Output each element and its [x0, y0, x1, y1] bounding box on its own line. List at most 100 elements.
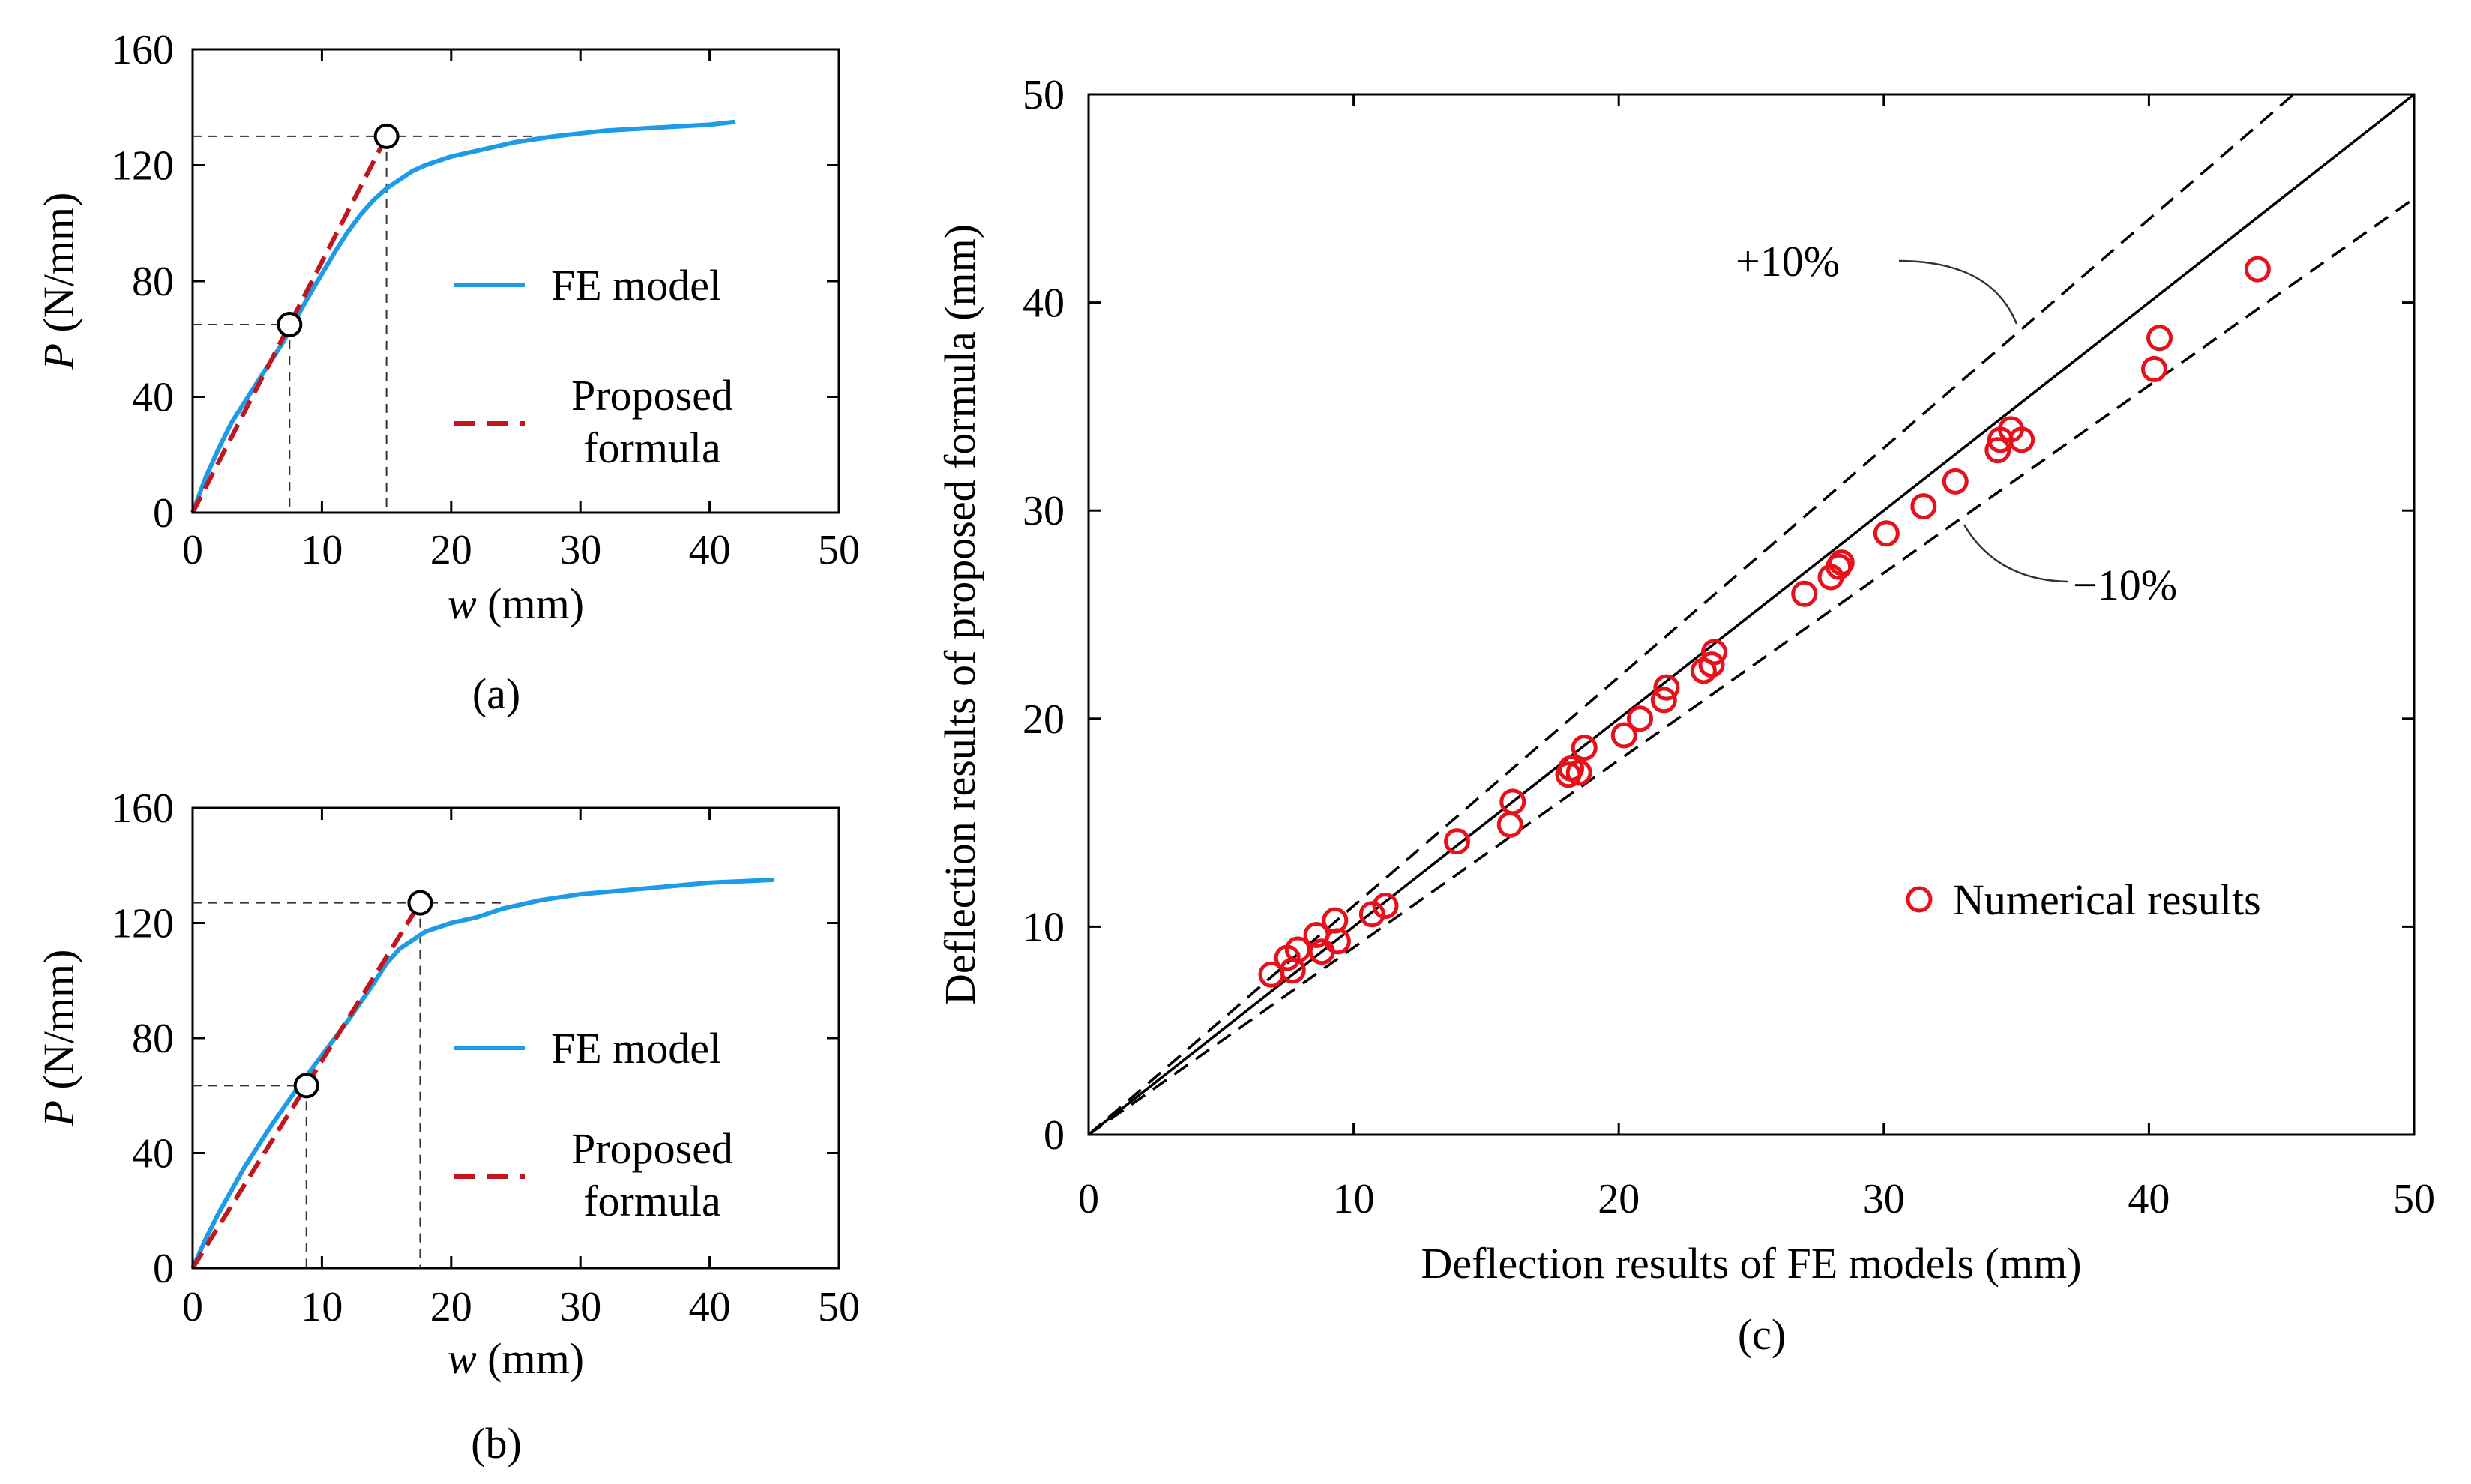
- data-point: [1358, 901, 1385, 928]
- panel-c-chart: 0 10 20 30 40 50 0 10 20 30 40 50 Deflection resul…: [936, 72, 2435, 1359]
- data-point: [1828, 549, 1855, 576]
- x-axis-label: w (mm): [448, 1334, 584, 1383]
- data-point: [1873, 520, 1900, 547]
- data-point: [1324, 928, 1351, 955]
- y-axis-label: P (N/mm): [34, 193, 83, 371]
- y-tick-label: 120: [111, 901, 174, 947]
- x-tick-label: 50: [2393, 1176, 2435, 1222]
- data-point: [1626, 705, 1653, 732]
- reference-line-minus-10: [1087, 197, 2416, 1136]
- legend-label-line: Proposed: [571, 371, 733, 420]
- y-tick-label: 160: [111, 785, 174, 832]
- data-point: [1942, 468, 1969, 495]
- y-tick-label: 80: [132, 1016, 174, 1062]
- data-point: [1499, 788, 1526, 815]
- data-point: [1444, 828, 1471, 855]
- x-tick-label: 30: [559, 527, 601, 573]
- x-tick-label: 10: [301, 1284, 343, 1330]
- x-axis-variable: w: [448, 579, 477, 628]
- legend-marker-numerical-results: [1906, 886, 1933, 913]
- series-line-proposed-formula: [190, 135, 389, 514]
- legend: FE model Proposed formula: [454, 1024, 733, 1225]
- legend: Numerical results: [1906, 875, 2261, 924]
- y-tick-label: 30: [1023, 488, 1065, 534]
- marker-point: [407, 890, 433, 916]
- legend-label-line: Proposed: [571, 1124, 733, 1173]
- y-axis-unit: (N/mm): [34, 193, 83, 343]
- y-tick-label: 160: [111, 27, 174, 73]
- y-tick-label: 40: [132, 375, 174, 421]
- x-axis-unit: (mm): [477, 1334, 584, 1383]
- marker-point: [277, 311, 303, 337]
- data-point: [1700, 639, 1727, 666]
- data-point: [1791, 580, 1818, 607]
- y-tick-label: 20: [1023, 696, 1065, 743]
- legend: FE model Proposed formula: [454, 261, 733, 472]
- data-point: [2146, 325, 2173, 352]
- y-axis-variable: P: [34, 1100, 83, 1127]
- x-tick-label: 0: [1078, 1176, 1099, 1222]
- legend-label-line: formula: [583, 423, 721, 472]
- x-tick-label: 0: [182, 1284, 203, 1330]
- y-tick-label: 0: [153, 490, 174, 537]
- reference-line-equal: [1087, 93, 2416, 1136]
- legend-label-fe-model: FE model: [551, 261, 721, 310]
- y-axis-variable: P: [34, 343, 83, 370]
- marker-point: [373, 123, 400, 149]
- annotation-plus-10-percent: +10%: [1736, 237, 1840, 286]
- legend-label-numerical-results: Numerical results: [1953, 875, 2261, 924]
- data-point: [1653, 674, 1680, 701]
- y-tick-label: 40: [1023, 280, 1065, 327]
- series-line-fe-model: [190, 119, 736, 514]
- legend-label-proposed-formula: Proposed formula: [571, 371, 733, 472]
- x-axis-unit: (mm): [477, 579, 584, 628]
- annotation-minus-10-percent: −10%: [2073, 561, 2177, 609]
- x-tick-label: 0: [182, 527, 203, 573]
- y-tick-label: 40: [132, 1131, 174, 1177]
- data-point: [1565, 759, 1592, 786]
- y-tick-label: 120: [111, 143, 174, 190]
- data-point: [2244, 256, 2271, 283]
- plot-frame: [1087, 93, 2416, 1136]
- data-point: [1571, 735, 1598, 761]
- data-point: [1910, 493, 1937, 520]
- y-tick-label: 10: [1023, 904, 1065, 950]
- data-point: [2008, 426, 2035, 453]
- panel-caption: (a): [472, 669, 520, 718]
- panel-caption: (b): [471, 1419, 522, 1468]
- marker-point: [293, 1073, 319, 1099]
- y-axis-label: P (N/mm): [34, 950, 83, 1128]
- x-tick-label: 50: [818, 1284, 860, 1330]
- x-tick-label: 30: [559, 1284, 601, 1330]
- x-tick-label: 20: [430, 1284, 472, 1330]
- x-tick-label: 40: [2128, 1176, 2170, 1222]
- data-point: [1984, 437, 2011, 464]
- y-tick-label: 0: [153, 1246, 174, 1292]
- series-line-fe-model: [190, 877, 774, 1270]
- plot-frame: [191, 806, 840, 1270]
- panel-caption: (c): [1738, 1310, 1786, 1359]
- x-tick-label: 40: [689, 1284, 731, 1330]
- data-point: [1372, 893, 1399, 920]
- x-tick-label: 10: [301, 527, 343, 573]
- x-tick-label: 30: [1863, 1176, 1905, 1222]
- data-point: [1610, 722, 1637, 749]
- data-point: [1496, 811, 1523, 838]
- y-axis-unit: (N/mm): [34, 950, 83, 1100]
- reference-line-plus-10: [1087, 93, 2295, 1136]
- x-axis-variable: w: [448, 1334, 477, 1383]
- y-tick-label: 0: [1044, 1112, 1065, 1159]
- legend-label-proposed-formula: Proposed formula: [571, 1124, 733, 1225]
- data-point: [2140, 355, 2167, 382]
- x-tick-label: 50: [818, 527, 860, 573]
- x-tick-label: 20: [1598, 1176, 1640, 1222]
- data-point: [1650, 687, 1677, 714]
- legend-label-line: formula: [583, 1177, 721, 1225]
- y-axis-label: Deflection results of proposed formula (…: [936, 224, 984, 1005]
- y-tick-label: 50: [1023, 72, 1065, 118]
- annotation-minus-10-percent-leader: [1963, 524, 2068, 583]
- annotation-plus-10-percent-leader: [1898, 259, 2018, 325]
